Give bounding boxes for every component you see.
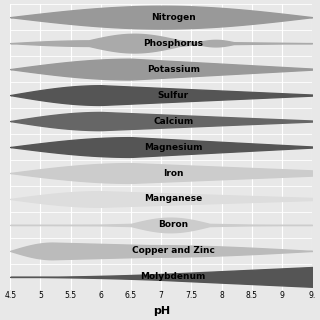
Text: Calcium: Calcium <box>153 116 193 125</box>
Text: Sulfur: Sulfur <box>158 91 189 100</box>
Text: Manganese: Manganese <box>144 195 203 204</box>
Text: Nitrogen: Nitrogen <box>151 13 196 22</box>
Text: Boron: Boron <box>158 220 188 229</box>
Text: Magnesium: Magnesium <box>144 142 203 152</box>
Text: Phosphorus: Phosphorus <box>143 39 203 48</box>
Text: Molybdenum: Molybdenum <box>140 272 206 281</box>
Text: Copper and Zinc: Copper and Zinc <box>132 246 215 255</box>
Text: Iron: Iron <box>163 169 184 178</box>
Text: Potassium: Potassium <box>147 65 200 74</box>
X-axis label: pH: pH <box>153 306 170 316</box>
